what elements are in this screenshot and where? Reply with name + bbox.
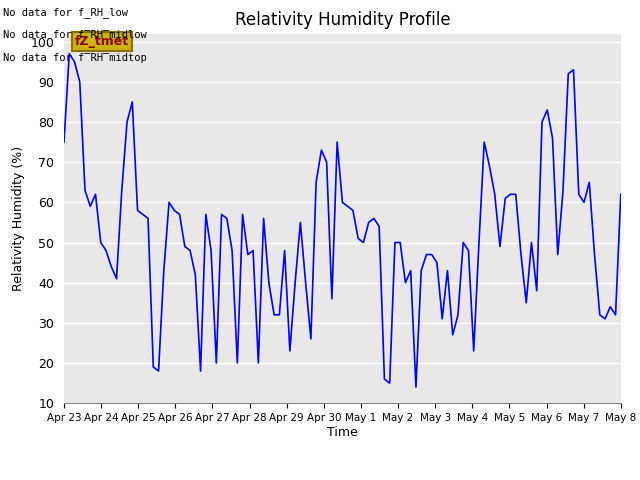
Text: No data for f_RH_low: No data for f_RH_low: [3, 7, 128, 18]
Y-axis label: Relativity Humidity (%): Relativity Humidity (%): [12, 146, 25, 291]
Text: No data for f̅RH̅midtop: No data for f̅RH̅midtop: [3, 53, 147, 63]
X-axis label: Time: Time: [327, 426, 358, 439]
Title: Relativity Humidity Profile: Relativity Humidity Profile: [235, 11, 450, 29]
Text: fZ_tmet: fZ_tmet: [75, 35, 129, 48]
Legend: 22m: 22m: [298, 475, 387, 480]
Text: No data for f̅RH̅midlow: No data for f̅RH̅midlow: [3, 30, 147, 40]
